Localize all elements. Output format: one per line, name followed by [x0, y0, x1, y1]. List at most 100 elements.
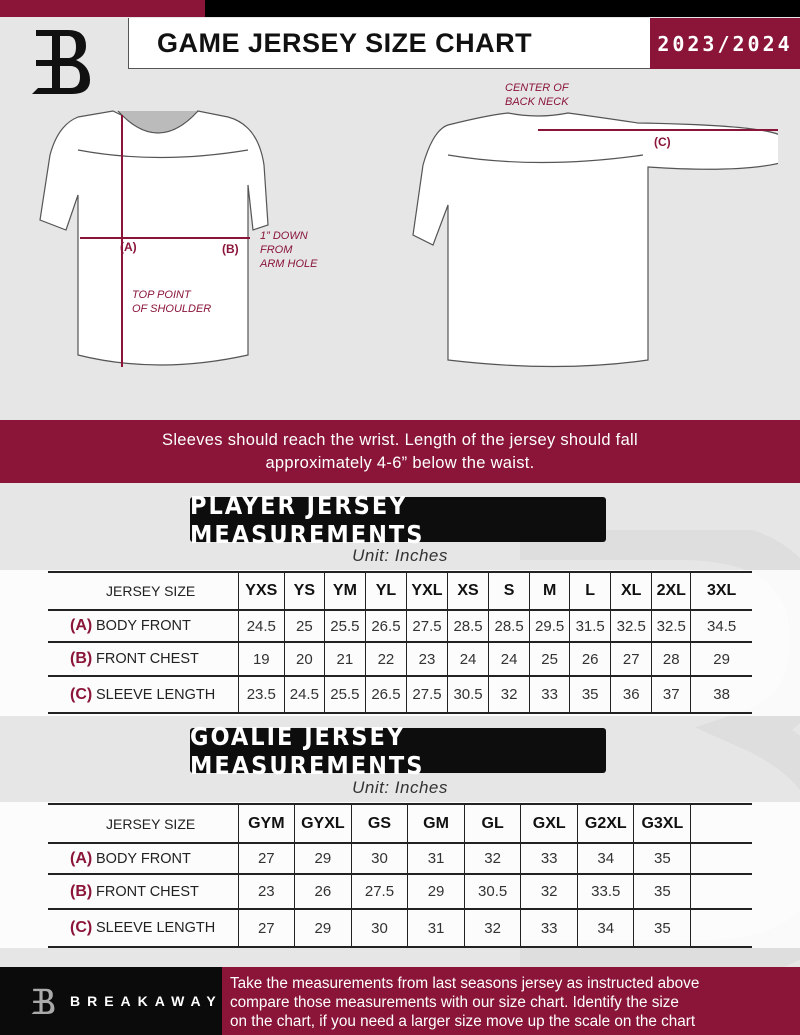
top-bar-accent [0, 0, 205, 17]
measurement-cell: 35 [569, 676, 611, 713]
label-c: (C) [654, 135, 671, 149]
measurement-cell: 28.5 [488, 610, 530, 642]
size-header: L [569, 572, 611, 610]
jersey-back-illustration [412, 112, 778, 368]
measurement-cell: 30 [350, 843, 408, 874]
footer-line: on the chart, if you need a larger size … [230, 1013, 696, 1030]
size-header: S [488, 572, 530, 610]
goalie-unit: Unit: Inches [352, 778, 448, 797]
measurement-cell: 37 [651, 676, 691, 713]
size-header: GYM [237, 804, 295, 843]
measurement-cell: 28 [651, 642, 691, 676]
measurement-cell: 31.5 [569, 610, 611, 642]
header-label: JERSEY SIZE [106, 815, 196, 832]
goalie-section-title: GOALIE JERSEY MEASUREMENTS [190, 722, 606, 780]
measurement-cell: 33 [520, 909, 578, 947]
measurement-cell [690, 909, 752, 947]
table-row: (B) FRONT CHEST 23 26 27.5 29 30.5 32 33.5 35 [48, 874, 752, 909]
measurement-cell: 26 [293, 874, 352, 909]
size-header: YM [323, 572, 366, 610]
measure-letter: (C) [70, 919, 93, 936]
measurement-cell: 29 [406, 874, 465, 909]
size-header: YXL [405, 572, 448, 610]
measurement-cell: 26.5 [364, 676, 407, 713]
size-header: GS [350, 804, 408, 843]
label-a: (A) [120, 240, 137, 254]
size-header: 3XL [690, 572, 752, 610]
footer-brand: BREAKAWAY [70, 993, 223, 1009]
measurement-cell: 35 [633, 843, 691, 874]
measurement-cell: 35 [633, 909, 691, 947]
size-header: GYXL [293, 804, 352, 843]
page-title: GAME JERSEY SIZE CHART [128, 18, 652, 69]
measure-letter: (A) [70, 849, 93, 867]
measurement-cell: 27 [237, 909, 295, 947]
measurement-cell: 32.5 [610, 610, 652, 642]
top-bar [205, 0, 800, 17]
size-header: GXL [520, 804, 578, 843]
measure-label: BODY FRONT [96, 850, 191, 867]
jersey-diagram [39, 110, 778, 368]
measurement-cell: 27 [237, 843, 295, 874]
size-header: XS [447, 572, 489, 610]
measurement-cell: 29 [690, 642, 752, 676]
measurement-cell: 21 [323, 642, 366, 676]
table-row: (C) SLEEVE LENGTH 27 29 30 31 32 33 34 35 [48, 909, 752, 947]
measurement-cell: 22 [364, 642, 407, 676]
size-header: GM [406, 804, 465, 843]
measure-label: FRONT CHEST [96, 651, 199, 667]
table-row: (C) SLEEVE LENGTH 23.5 24.5 25.5 26.5 27.5 30.5… [48, 676, 752, 713]
measurement-cell: 36 [610, 676, 652, 713]
size-header: G2XL [577, 804, 634, 843]
size-header [690, 804, 752, 843]
instructions-banner: Sleeves should reach the wrist. Length o… [0, 420, 800, 483]
measurement-cell: 30 [350, 909, 408, 947]
measurement-cell: 32 [488, 676, 530, 713]
size-header: XL [610, 572, 652, 610]
measurement-cell: 32.5 [651, 610, 691, 642]
measurement-cell: 26.5 [364, 610, 407, 642]
player-size-table: JERSEY SIZE YXS YS YM YL YXL XS S M L XL 2XL 3XL (A) B… [48, 571, 752, 714]
table-row: (A) BODY FRONT 27 29 30 31 32 33 34 35 [48, 843, 752, 874]
note-c: CENTER OF BACK NECK [505, 82, 569, 108]
measure-label: FRONT CHEST [96, 883, 199, 900]
measurement-cell: 24.5 [237, 610, 285, 642]
measurement-cell: 28.5 [447, 610, 489, 642]
measurement-cell: 31 [406, 909, 465, 947]
measure-letter: (A) [70, 617, 93, 634]
measurement-cell: 26 [569, 642, 611, 676]
measurement-cell: 25 [283, 610, 325, 642]
size-header: G3XL [633, 804, 691, 843]
measurement-cell: 34 [577, 843, 634, 874]
player-section-title: PLAYER JERSEY MEASUREMENTS [190, 491, 606, 549]
header-label: JERSEY SIZE [106, 583, 196, 599]
table-row: (B) FRONT CHEST 19 20 21 22 23 24 24 25 26 27 28 29 [48, 642, 752, 676]
measurement-cell: 25 [529, 642, 570, 676]
player-unit: Unit: Inches [352, 546, 448, 565]
measurement-cell: 35 [633, 874, 691, 909]
size-header: YS [283, 572, 325, 610]
measure-letter: (C) [70, 685, 93, 703]
measurement-cell: 30.5 [464, 874, 521, 909]
measure-label: BODY FRONT [96, 618, 191, 634]
instructions-line: Sleeves should reach the wrist. Length o… [162, 431, 638, 449]
measurement-cell: 30.5 [447, 676, 489, 713]
goalie-size-table: JERSEY SIZE GYM GYXL GS GM GL GXL G2XL G3XL (A) BO… [48, 803, 752, 948]
measurement-cell: 23 [237, 874, 295, 909]
measurement-cell: 34 [577, 909, 634, 947]
size-header: M [529, 572, 570, 610]
measurement-cell: 27.5 [405, 610, 448, 642]
measurement-cell: 29 [293, 843, 352, 874]
measurement-cell [690, 874, 752, 909]
measurement-cell: 29.5 [529, 610, 570, 642]
size-header: 2XL [651, 572, 691, 610]
size-header: YL [364, 572, 407, 610]
measurement-cell: 25.5 [323, 676, 366, 713]
measurement-cell: 31 [406, 843, 465, 874]
measurement-cell: 34.5 [690, 610, 752, 642]
footer-line: compare those measurements with our size… [230, 994, 679, 1011]
measure-letter: (B) [70, 882, 93, 900]
measurement-cell: 27.5 [405, 676, 448, 713]
measurement-cell: 27.5 [350, 874, 408, 909]
measurement-cell: 32 [520, 874, 578, 909]
